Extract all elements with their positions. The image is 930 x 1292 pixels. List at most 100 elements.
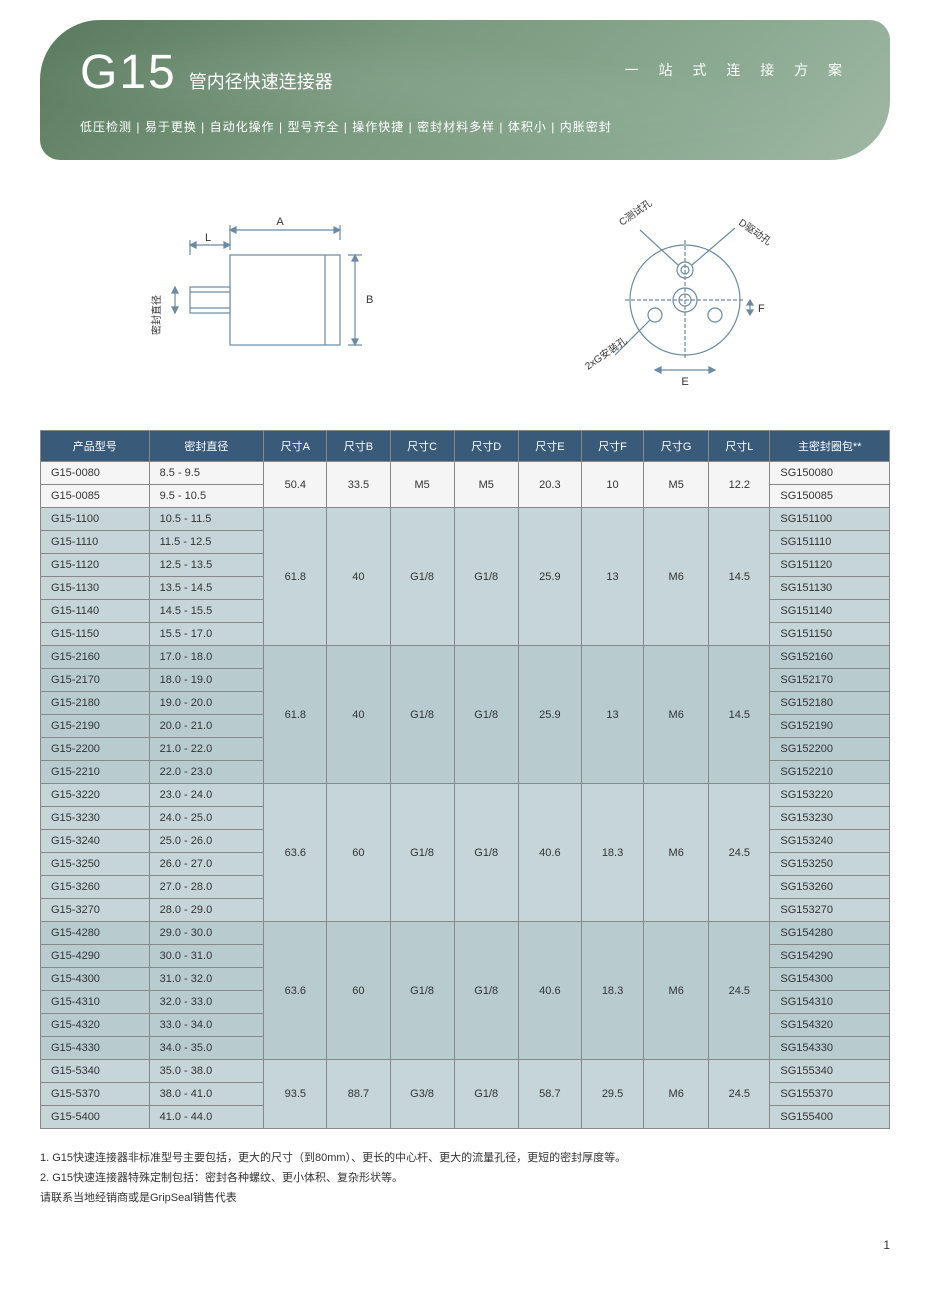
cell-seal-diameter: 25.0 - 26.0 <box>149 830 264 853</box>
cell-dimension: M6 <box>644 1060 709 1129</box>
table-row: G15-110010.5 - 11.561.840G1/8G1/825.913M… <box>41 508 890 531</box>
cell-model: G15-1150 <box>41 623 150 646</box>
cell-dimension: 13 <box>581 646 643 784</box>
feature-item: 型号齐全 <box>287 120 352 134</box>
cell-seal-diameter: 15.5 - 17.0 <box>149 623 264 646</box>
cell-model: G15-5400 <box>41 1106 150 1129</box>
cell-seal-kit: SG153230 <box>770 807 890 830</box>
cell-dimension: 24.5 <box>709 1060 770 1129</box>
cell-dimension: 88.7 <box>327 1060 390 1129</box>
cell-seal-diameter: 14.5 - 15.5 <box>149 600 264 623</box>
cell-seal-kit: SG152200 <box>770 738 890 761</box>
cell-model: G15-5370 <box>41 1083 150 1106</box>
cell-model: G15-2160 <box>41 646 150 669</box>
table-row: G15-216017.0 - 18.061.840G1/8G1/825.913M… <box>41 646 890 669</box>
cell-seal-diameter: 19.0 - 20.0 <box>149 692 264 715</box>
cell-seal-diameter: 28.0 - 29.0 <box>149 899 264 922</box>
cell-seal-kit: SG155370 <box>770 1083 890 1106</box>
cell-seal-kit: SG151140 <box>770 600 890 623</box>
cell-seal-kit: SG153250 <box>770 853 890 876</box>
cell-seal-diameter: 31.0 - 32.0 <box>149 968 264 991</box>
table-row: G15-428029.0 - 30.063.660G1/8G1/840.618.… <box>41 922 890 945</box>
cell-model: G15-4300 <box>41 968 150 991</box>
product-title: 管内径快速连接器 <box>189 68 333 94</box>
cell-dimension: G3/8 <box>390 1060 454 1129</box>
cell-seal-diameter: 11.5 - 12.5 <box>149 531 264 554</box>
cell-model: G15-4330 <box>41 1037 150 1060</box>
cell-model: G15-3260 <box>41 876 150 899</box>
feature-item: 易于更换 <box>145 120 210 134</box>
svg-text:C测试孔: C测试孔 <box>616 196 654 228</box>
cell-seal-kit: SG152170 <box>770 669 890 692</box>
cell-seal-kit: SG155340 <box>770 1060 890 1083</box>
cell-dimension: 18.3 <box>581 784 643 922</box>
footnote-line: 请联系当地经销商或是GripSeal销售代表 <box>40 1189 890 1209</box>
table-row: G15-534035.0 - 38.093.588.7G3/8G1/858.72… <box>41 1060 890 1083</box>
cell-seal-kit: SG154300 <box>770 968 890 991</box>
cell-dimension: 93.5 <box>264 1060 327 1129</box>
specifications-table: 产品型号密封直径尺寸A尺寸B尺寸C尺寸D尺寸E尺寸F尺寸G尺寸L主密封圈包** … <box>40 430 890 1129</box>
column-header: 尺寸B <box>327 431 390 462</box>
cell-dimension: 13 <box>581 508 643 646</box>
feature-item: 密封材料多样 <box>417 120 508 134</box>
svg-text:E: E <box>681 376 688 388</box>
cell-dimension: 60 <box>327 784 390 922</box>
cell-model: G15-4320 <box>41 1014 150 1037</box>
cell-seal-diameter: 24.0 - 25.0 <box>149 807 264 830</box>
column-header: 尺寸F <box>581 431 643 462</box>
cell-seal-kit: SG150080 <box>770 462 890 485</box>
cell-seal-kit: SG154290 <box>770 945 890 968</box>
footnote-line: 1. G15快速连接器非标准型号主要包括，更大的尺寸（到80mm）、更长的中心杆… <box>40 1149 890 1169</box>
page-number: 1 <box>40 1238 890 1252</box>
feature-item: 体积小 <box>508 120 560 134</box>
cell-dimension: 14.5 <box>709 508 770 646</box>
cell-dimension: G1/8 <box>390 646 454 784</box>
feature-item: 自动化操作 <box>210 120 288 134</box>
svg-text:F: F <box>758 303 765 315</box>
cell-model: G15-4310 <box>41 991 150 1014</box>
cell-dimension: 18.3 <box>581 922 643 1060</box>
cell-dimension: 40 <box>327 646 390 784</box>
cell-seal-diameter: 17.0 - 18.0 <box>149 646 264 669</box>
cell-seal-diameter: 21.0 - 22.0 <box>149 738 264 761</box>
cell-seal-kit: SG153220 <box>770 784 890 807</box>
cell-seal-diameter: 38.0 - 41.0 <box>149 1083 264 1106</box>
cell-seal-kit: SG154320 <box>770 1014 890 1037</box>
cell-dimension: G1/8 <box>454 646 518 784</box>
cell-seal-diameter: 20.0 - 21.0 <box>149 715 264 738</box>
cell-dimension: 50.4 <box>264 462 327 508</box>
front-view-diagram: C测试孔 D驱动孔 2xG安装孔 E F <box>570 190 800 390</box>
table-row: G15-00808.5 - 9.550.433.5M5M520.310M512.… <box>41 462 890 485</box>
cell-dimension: G1/8 <box>390 784 454 922</box>
cell-dimension: 24.5 <box>709 784 770 922</box>
cell-model: G15-2170 <box>41 669 150 692</box>
cell-dimension: M5 <box>644 462 709 508</box>
cell-seal-kit: SG153260 <box>770 876 890 899</box>
cell-dimension: G1/8 <box>454 508 518 646</box>
cell-model: G15-1110 <box>41 531 150 554</box>
cell-dimension: 40 <box>327 508 390 646</box>
cell-dimension: 25.9 <box>518 508 581 646</box>
cell-dimension: G1/8 <box>454 1060 518 1129</box>
cell-seal-diameter: 26.0 - 27.0 <box>149 853 264 876</box>
column-header: 尺寸G <box>644 431 709 462</box>
svg-text:2xG安装孔: 2xG安装孔 <box>582 334 629 372</box>
cell-seal-kit: SG151120 <box>770 554 890 577</box>
tagline: 一 站 式 连 接 方 案 <box>625 60 850 80</box>
feature-item: 操作快捷 <box>352 120 417 134</box>
cell-dimension: M6 <box>644 784 709 922</box>
table-body: G15-00808.5 - 9.550.433.5M5M520.310M512.… <box>41 462 890 1129</box>
cell-model: G15-4290 <box>41 945 150 968</box>
svg-text:密封直径: 密封直径 <box>150 295 163 335</box>
cell-model: G15-1140 <box>41 600 150 623</box>
cell-seal-kit: SG152160 <box>770 646 890 669</box>
cell-dimension: 33.5 <box>327 462 390 508</box>
cell-dimension: 12.2 <box>709 462 770 508</box>
cell-dimension: 29.5 <box>581 1060 643 1129</box>
column-header: 尺寸A <box>264 431 327 462</box>
cell-dimension: M6 <box>644 922 709 1060</box>
cell-seal-diameter: 29.0 - 30.0 <box>149 922 264 945</box>
cell-seal-kit: SG152210 <box>770 761 890 784</box>
cell-model: G15-3240 <box>41 830 150 853</box>
cell-model: G15-1120 <box>41 554 150 577</box>
